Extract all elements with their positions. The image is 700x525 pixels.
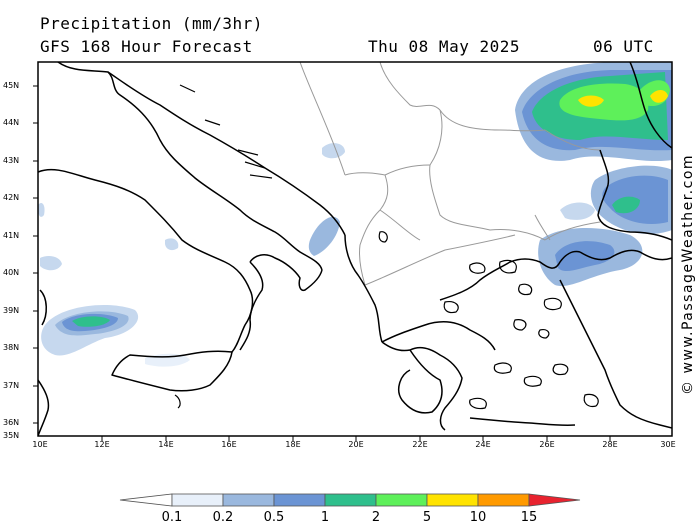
lon-label: 24E xyxy=(475,440,491,449)
colorbar-label: 2 xyxy=(371,510,381,525)
lat-label: 43N xyxy=(3,156,20,165)
lon-label: 10E xyxy=(32,440,48,449)
precip-area-small xyxy=(38,143,345,256)
colorbar-under-arrow xyxy=(119,493,173,507)
islands xyxy=(174,84,599,410)
lon-label: 12E xyxy=(94,440,110,449)
colorbar-label: 1 xyxy=(320,510,330,525)
map-frame xyxy=(37,61,673,437)
lat-label: 35N xyxy=(3,431,20,440)
lat-label: 36N xyxy=(3,418,20,427)
chart-title: Precipitation (mm/3hr) xyxy=(40,14,263,33)
lat-label: 40N xyxy=(3,268,20,277)
colorbar-over-arrow xyxy=(528,493,581,507)
colorbar-bin-5 xyxy=(375,493,428,507)
precip-area-tyrrhenian xyxy=(40,256,190,367)
forecast-time: 06 UTC xyxy=(593,37,654,56)
lon-label: 14E xyxy=(158,440,174,449)
map-area xyxy=(38,62,672,436)
colorbar-bin-7 xyxy=(477,493,530,507)
watermark: © www.PassageWeather.com xyxy=(680,153,696,395)
lon-label: 30E xyxy=(660,440,676,449)
colorbar-bin-6 xyxy=(426,493,479,507)
colorbar-label: 5 xyxy=(422,510,432,525)
lon-label: 28E xyxy=(602,440,618,449)
colorbar-label: 0.1 xyxy=(161,510,183,525)
lat-label: 38N xyxy=(3,343,20,352)
lat-label: 39N xyxy=(3,306,20,315)
lon-label: 16E xyxy=(221,440,237,449)
lon-label: 18E xyxy=(285,440,301,449)
colorbar-label: 0.2 xyxy=(212,510,234,525)
colorbar-bin-2 xyxy=(222,493,275,507)
lat-label: 37N xyxy=(3,381,20,390)
lat-label: 44N xyxy=(3,118,20,127)
lon-label: 22E xyxy=(412,440,428,449)
axis-ticks xyxy=(33,85,611,441)
lon-label: 26E xyxy=(539,440,555,449)
colorbar-label: 0.5 xyxy=(263,510,285,525)
forecast-date: Thu 08 May 2025 xyxy=(368,37,520,56)
lat-label: 41N xyxy=(3,231,20,240)
country-borders xyxy=(299,62,601,286)
colorbar-bin-4 xyxy=(324,493,377,507)
forecast-label: GFS 168 Hour Forecast xyxy=(40,37,253,56)
colorbar-bin-1 xyxy=(171,493,224,507)
colorbar-label: 10 xyxy=(469,510,487,525)
lat-label: 42N xyxy=(3,193,20,202)
colorbar xyxy=(119,493,581,507)
coastlines xyxy=(38,62,672,436)
colorbar-label: 15 xyxy=(520,510,538,525)
lon-label: 20E xyxy=(348,440,364,449)
precip-area-nw-turkey xyxy=(590,165,672,235)
lat-label: 45N xyxy=(3,81,20,90)
colorbar-bin-3 xyxy=(273,493,326,507)
